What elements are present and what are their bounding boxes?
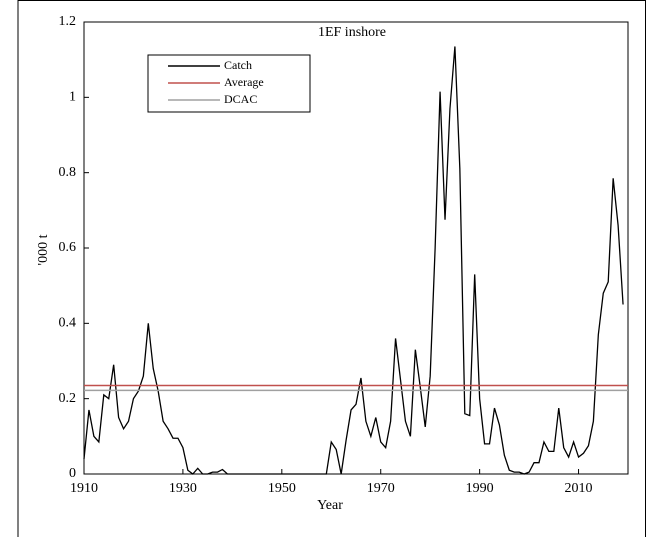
x-tick-label: 1910 — [70, 481, 98, 496]
x-tick-label: 1970 — [367, 481, 395, 496]
y-tick-label: 0.2 — [59, 391, 77, 406]
legend-label: Average — [224, 75, 264, 89]
legend-label: DCAC — [224, 92, 257, 106]
series-line — [83, 46, 624, 475]
legend-label: Catch — [224, 58, 252, 72]
x-tick-label: 2010 — [565, 481, 593, 496]
x-tick-label: 1990 — [466, 481, 494, 496]
x-axis-label: Year — [317, 498, 343, 513]
y-axis-label: '000 t — [36, 234, 51, 265]
legend-entries: Catch Average DCAC — [168, 58, 264, 106]
y-tick-label: 0 — [69, 466, 76, 481]
y-tick-label: 1 — [69, 90, 76, 105]
y-tick-label: 0.4 — [59, 316, 77, 331]
y-tick-label: 1.2 — [59, 14, 77, 29]
y-tick-label: 0.6 — [59, 240, 77, 255]
x-tick-label: 1950 — [268, 481, 296, 496]
y-tick-label: 0.8 — [59, 165, 77, 180]
chart-title: 1EF inshore — [318, 25, 386, 40]
x-tick-label: 1930 — [169, 481, 197, 496]
